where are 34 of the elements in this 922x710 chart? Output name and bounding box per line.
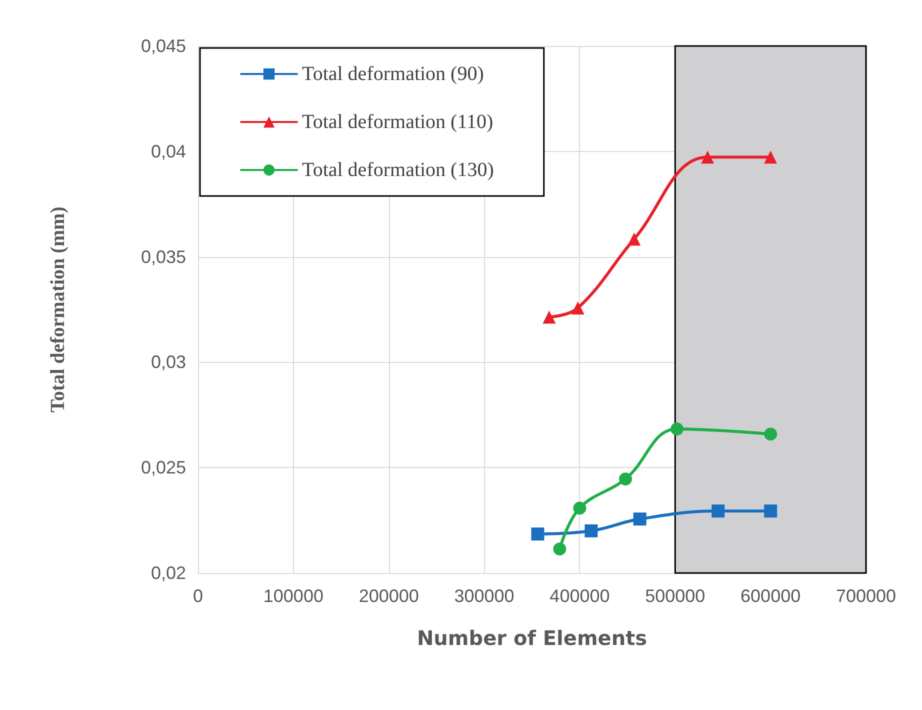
y-tick-label: 0,045 xyxy=(140,36,186,56)
point xyxy=(633,512,646,526)
y-tick-label: 0,025 xyxy=(140,458,186,478)
y-tick-label: 0,03 xyxy=(150,352,186,372)
y-axis-title: Total deformation (mm) xyxy=(47,206,69,412)
x-tick-label: 300000 xyxy=(454,586,514,606)
point xyxy=(764,504,778,518)
point xyxy=(571,302,584,315)
y-tick-label: 0,035 xyxy=(140,246,186,267)
x-tick-label: 600000 xyxy=(740,586,801,606)
point xyxy=(701,150,714,164)
point xyxy=(628,232,641,246)
legend-label: Total deformation (130) xyxy=(302,159,494,181)
x-tick-label: 700000 xyxy=(836,586,896,606)
point xyxy=(531,528,544,540)
point xyxy=(712,504,725,518)
x-tick-label: 0 xyxy=(192,586,204,606)
point xyxy=(584,524,598,538)
point xyxy=(764,150,778,164)
point xyxy=(670,422,684,436)
x-axis-title: Number of Elements xyxy=(416,626,648,650)
y-tick-label: 0,02 xyxy=(150,563,186,583)
point xyxy=(764,428,778,441)
point xyxy=(553,542,566,556)
point xyxy=(573,502,586,515)
point xyxy=(619,472,632,486)
x-tick-label: 100000 xyxy=(263,586,324,606)
legend-label: Total deformation (90) xyxy=(302,63,484,85)
legend-label: Total deformation (110) xyxy=(302,111,494,133)
x-tick-label: 500000 xyxy=(645,586,706,606)
x-tick-label: 400000 xyxy=(550,586,610,606)
x-tick-label: 200000 xyxy=(358,586,419,606)
y-tick-label: 0,04 xyxy=(150,141,186,162)
point xyxy=(542,310,556,324)
